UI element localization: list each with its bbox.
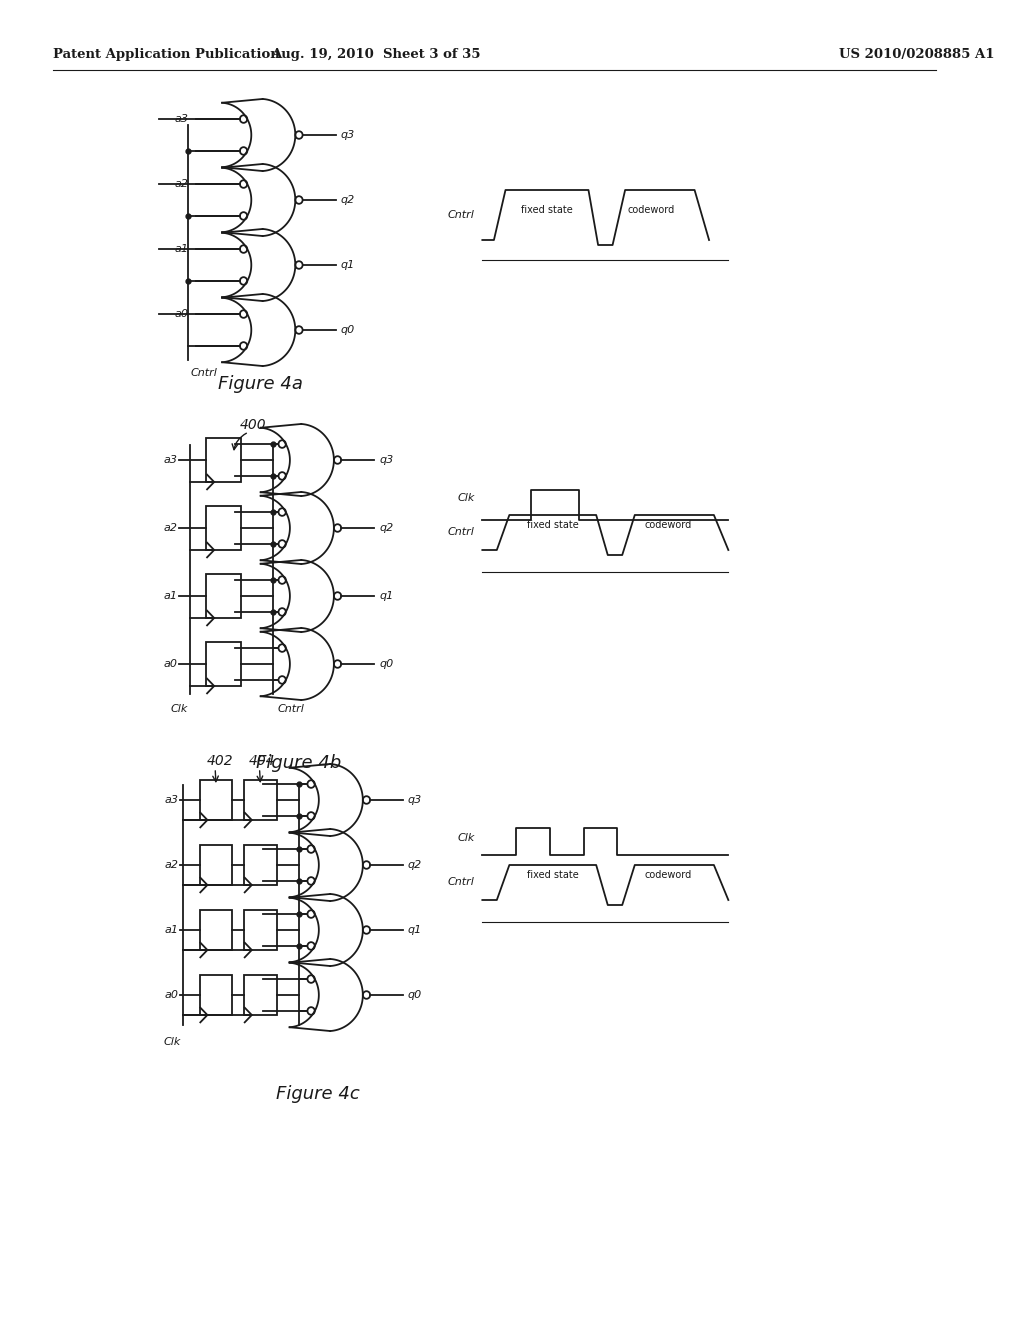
Text: a0: a0 (165, 990, 178, 1001)
Text: Clk: Clk (458, 833, 475, 843)
Bar (244, 845, 276, 884)
Text: Cntrl: Cntrl (447, 527, 475, 537)
Bar (207, 574, 242, 618)
Bar (200, 845, 232, 884)
Text: a2: a2 (164, 523, 177, 533)
Bar (207, 506, 242, 550)
Text: Cntrl: Cntrl (278, 704, 305, 714)
Text: codeword: codeword (645, 870, 692, 880)
Text: q1: q1 (408, 925, 422, 935)
Text: Figure 4b: Figure 4b (256, 754, 342, 772)
Text: q1: q1 (340, 260, 354, 271)
Bar (207, 642, 242, 686)
Text: codeword: codeword (645, 520, 692, 531)
Bar (244, 909, 276, 950)
Text: Cntrl: Cntrl (447, 210, 475, 220)
Text: a3: a3 (174, 114, 188, 124)
Text: Patent Application Publication: Patent Application Publication (53, 48, 280, 61)
Text: Cntrl: Cntrl (190, 368, 217, 378)
Text: a2: a2 (174, 180, 188, 189)
Text: a0: a0 (164, 659, 177, 669)
Text: q3: q3 (340, 129, 354, 140)
Text: a3: a3 (165, 795, 178, 805)
Text: codeword: codeword (628, 205, 675, 215)
Bar (244, 780, 276, 820)
Text: a2: a2 (165, 861, 178, 870)
Text: Figure 4c: Figure 4c (276, 1085, 360, 1104)
Text: q2: q2 (340, 195, 354, 205)
Text: Clk: Clk (458, 492, 475, 503)
Text: q0: q0 (408, 990, 422, 1001)
Text: a1: a1 (164, 591, 177, 601)
Text: q3: q3 (408, 795, 422, 805)
Text: q0: q0 (340, 325, 354, 335)
Text: Cntrl: Cntrl (447, 876, 475, 887)
Text: fixed state: fixed state (521, 205, 572, 215)
Text: US 2010/0208885 A1: US 2010/0208885 A1 (840, 48, 994, 61)
Text: q3: q3 (379, 455, 393, 465)
Text: Clk: Clk (171, 704, 188, 714)
Text: q0: q0 (379, 659, 393, 669)
Bar (200, 909, 232, 950)
Text: Clk: Clk (164, 1038, 181, 1047)
Text: 404: 404 (249, 754, 275, 768)
Text: a0: a0 (174, 309, 188, 319)
Text: fixed state: fixed state (527, 520, 579, 531)
Text: Aug. 19, 2010  Sheet 3 of 35: Aug. 19, 2010 Sheet 3 of 35 (271, 48, 481, 61)
Text: q2: q2 (408, 861, 422, 870)
Text: 402: 402 (207, 754, 233, 768)
Bar (200, 780, 232, 820)
Text: a1: a1 (165, 925, 178, 935)
Text: a3: a3 (164, 455, 177, 465)
Bar (207, 438, 242, 482)
Bar (244, 975, 276, 1015)
Text: 400: 400 (241, 418, 267, 432)
Text: q2: q2 (379, 523, 393, 533)
Text: a1: a1 (174, 244, 188, 253)
Bar (200, 975, 232, 1015)
Text: Figure 4a: Figure 4a (218, 375, 303, 393)
Text: q1: q1 (379, 591, 393, 601)
Text: fixed state: fixed state (527, 870, 579, 880)
